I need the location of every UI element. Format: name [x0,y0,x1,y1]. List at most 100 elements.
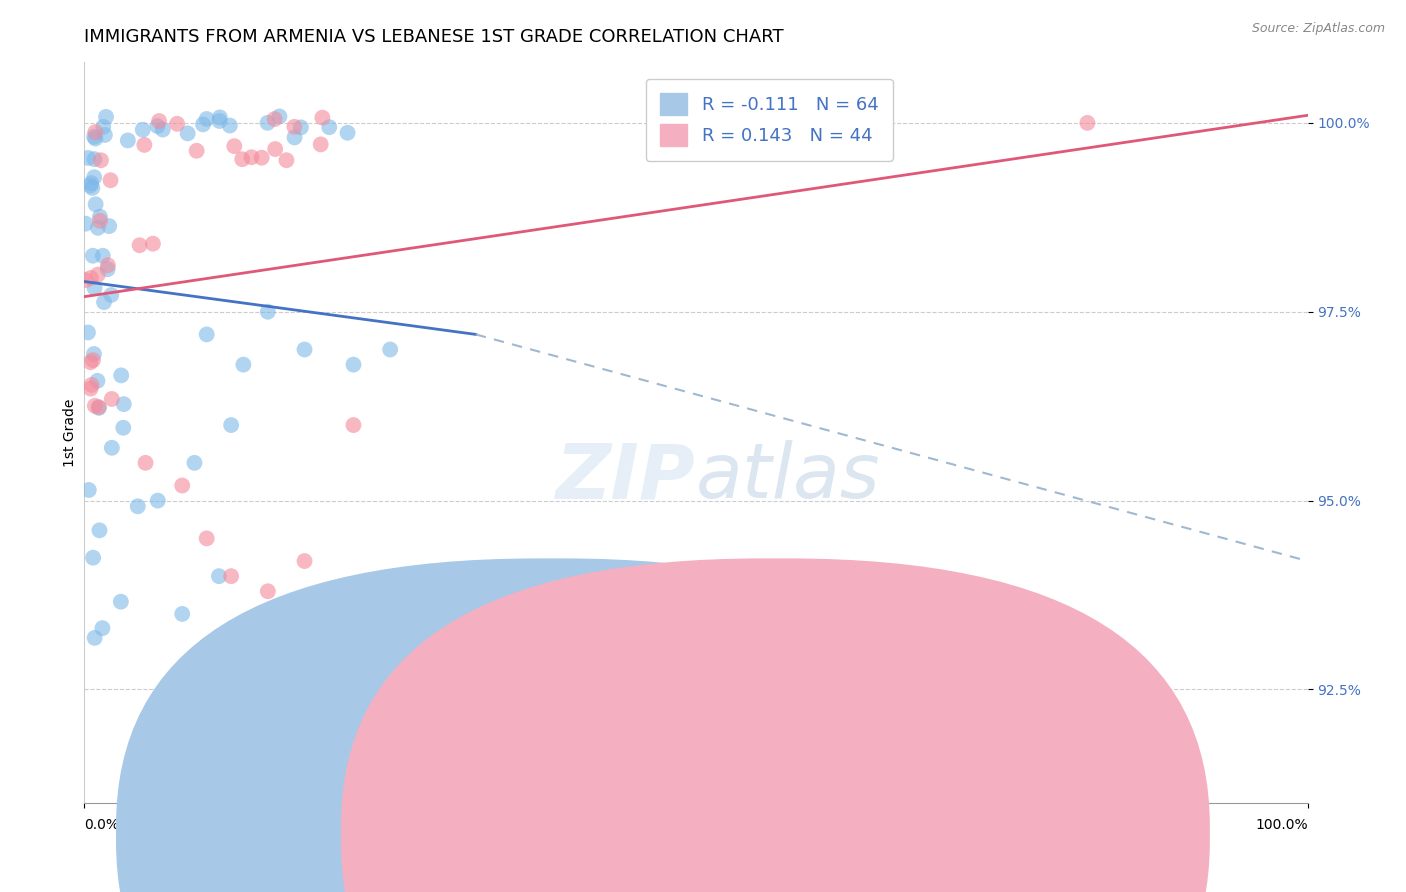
Point [97,258,120,272]
Point [80,271,103,285]
Point [231,152,253,166]
Point [89,524,111,538]
Point [142,236,165,251]
Point [1076,116,1098,130]
Point [79,382,101,396]
Point [94,110,117,124]
Point [240,150,263,164]
Point [91,621,114,635]
Text: Immigrants from Armenia: Immigrants from Armenia [571,825,749,839]
Point [183,456,205,470]
Point [380,343,402,357]
Point [264,142,287,156]
Point [89,210,111,224]
Point [195,327,218,342]
Point [86,374,108,388]
Point [232,358,254,372]
Text: 0.0%: 0.0% [84,818,120,832]
Point [172,607,194,621]
Point [294,554,316,568]
Point [75,273,97,287]
Point [224,139,246,153]
Point [80,378,103,392]
Point [101,392,124,406]
Point [318,120,340,135]
Point [82,181,104,195]
Point [132,122,155,136]
Text: atlas: atlas [696,440,880,514]
Point [269,110,291,124]
Point [77,326,100,340]
Point [134,137,156,152]
Point [342,358,364,372]
Point [89,214,111,228]
Point [112,397,135,411]
Point [135,456,157,470]
Point [208,569,231,583]
Point [83,170,105,185]
Point [176,126,198,140]
Point [83,399,105,413]
Point [110,595,132,609]
Point [172,478,194,492]
Point [263,112,285,126]
Point [87,220,110,235]
Legend: R = -0.111   N = 64, R = 0.143   N = 44: R = -0.111 N = 64, R = 0.143 N = 44 [645,78,893,161]
Text: ZIP: ZIP [557,440,696,514]
Point [146,119,169,133]
Point [91,249,114,263]
Point [100,288,122,302]
Point [84,125,107,139]
Point [219,418,242,433]
Point [250,151,273,165]
Point [219,569,242,583]
Point [79,178,101,193]
Point [290,120,312,135]
Point [276,153,298,168]
Point [91,120,114,134]
Point [87,400,110,414]
Point [94,128,117,142]
Point [342,418,364,433]
Point [82,249,104,263]
Point [283,130,305,145]
Point [152,122,174,136]
Point [97,262,120,277]
Point [112,421,135,435]
Point [166,117,188,131]
Text: IMMIGRANTS FROM ARMENIA VS LEBANESE 1ST GRADE CORRELATION CHART: IMMIGRANTS FROM ARMENIA VS LEBANESE 1ST … [84,28,785,45]
Point [110,368,132,383]
Point [80,176,103,190]
Point [117,133,139,147]
Point [257,304,280,318]
Point [127,500,149,514]
Point [77,483,100,497]
Point [87,268,110,282]
Text: Source: ZipAtlas.com: Source: ZipAtlas.com [1251,22,1385,36]
Point [208,114,231,128]
Point [256,116,278,130]
Point [218,119,240,133]
Point [98,219,121,233]
Point [311,111,333,125]
Point [83,129,105,144]
Point [283,120,305,134]
Point [93,295,115,310]
Point [309,137,332,152]
Point [87,401,110,415]
Y-axis label: 1st Grade: 1st Grade [63,399,77,467]
Point [83,631,105,645]
Point [336,126,359,140]
Point [101,441,124,455]
Point [294,343,316,357]
Point [208,111,231,125]
Point [191,117,214,131]
Point [146,493,169,508]
Point [83,347,105,361]
Point [75,217,97,231]
Point [195,532,218,546]
Point [83,152,105,166]
Text: Lebanese: Lebanese [796,825,862,839]
Point [84,197,107,211]
Point [186,144,208,158]
